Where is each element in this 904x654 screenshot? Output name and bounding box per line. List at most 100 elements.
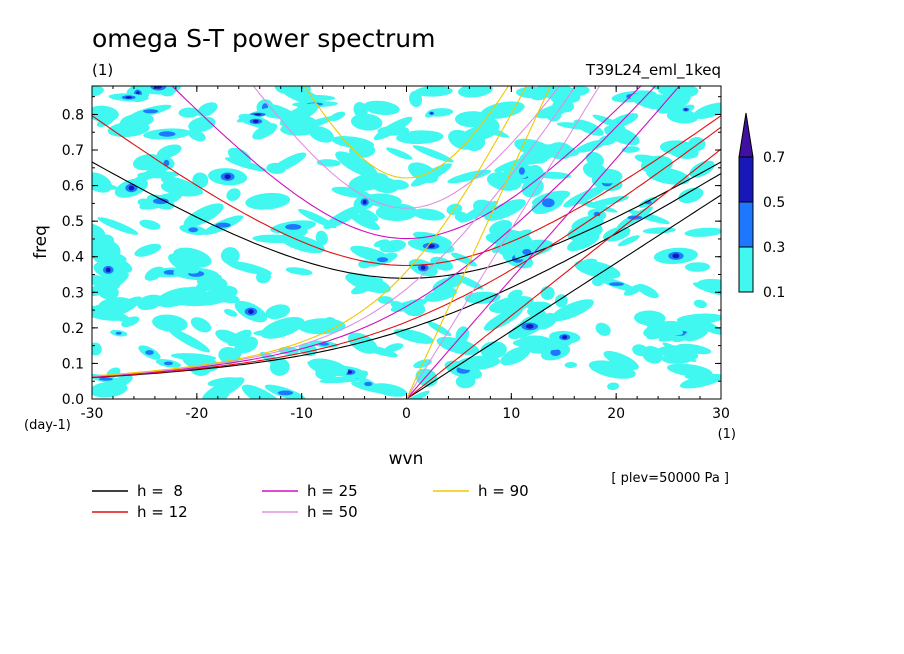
dispersion-curve-mrg	[92, 86, 657, 378]
power-patch-low	[188, 116, 216, 133]
power-patch-high	[125, 96, 132, 99]
power-patch-low	[294, 86, 311, 96]
power-patch-low	[363, 100, 400, 116]
power-patch-mid	[153, 198, 169, 205]
power-patch-low	[168, 328, 210, 353]
power-patch-high	[105, 267, 111, 273]
power-patch-low	[564, 361, 577, 369]
power-patch-low	[521, 178, 544, 198]
power-patch-low	[196, 275, 228, 290]
power-patch-mid	[188, 227, 199, 233]
y-axis-label: freq	[31, 225, 51, 259]
power-patch-low	[207, 377, 240, 387]
power-patch-high	[253, 119, 259, 123]
power-patch-low	[373, 239, 390, 248]
power-patch-low	[412, 145, 454, 163]
x-tick-label: -10	[290, 406, 313, 422]
power-patch-low	[645, 167, 691, 185]
x-axis-label: wvn	[389, 449, 424, 469]
power-patch-low	[463, 133, 486, 152]
power-patch-mid	[285, 224, 302, 230]
power-patch-low	[226, 188, 241, 201]
power-patch-low	[315, 366, 337, 381]
dispersion-curve-kelvin	[406, 194, 721, 399]
power-patch-low	[396, 130, 444, 145]
power-patch-low	[657, 86, 699, 99]
power-patch-low	[345, 273, 391, 294]
power-patch-low	[308, 126, 335, 143]
power-patch-high	[362, 199, 367, 205]
power-patch-low	[595, 322, 611, 336]
y-axis: 0.0 0.1 0.2 0.3 0.4 0.5 0.6 0.7 0.8	[62, 96, 721, 408]
power-patch-low	[689, 160, 715, 178]
power-patch-low	[693, 102, 721, 119]
power-patch-low	[331, 186, 371, 199]
power-patch-mid	[364, 381, 373, 387]
x-axis-unit: (1)	[718, 427, 736, 442]
power-patch-low	[256, 270, 271, 284]
dispersion-curve-kelvin	[406, 86, 681, 399]
power-patch-low	[436, 336, 480, 355]
power-patch-high	[672, 253, 680, 259]
power-patch-mid	[143, 109, 159, 114]
power-patch-low	[666, 363, 713, 377]
power-patch-low	[457, 86, 493, 98]
power-patch-low	[550, 90, 569, 104]
power-patch-low	[279, 103, 320, 127]
power-patch-low	[134, 243, 162, 257]
power-patch-low	[683, 327, 709, 342]
x-tick-label: -20	[185, 406, 208, 422]
dispersion-curve-ig1	[171, 86, 642, 240]
x-tick-label: 20	[607, 406, 625, 422]
power-patch-low	[97, 217, 139, 235]
power-patch-low	[691, 317, 721, 335]
power-patch-low	[585, 151, 604, 167]
power-patch-low	[220, 247, 240, 265]
power-patch-low	[265, 304, 291, 320]
power-patch-high	[154, 86, 162, 89]
power-patch-low	[646, 329, 674, 340]
power-patch-low	[588, 360, 636, 379]
power-patch-high	[224, 174, 231, 180]
power-patch-low	[298, 208, 337, 229]
legend-label: h = 50	[307, 503, 358, 521]
chart-title: omega S-T power spectrum	[92, 24, 436, 53]
power-patch-low	[679, 373, 721, 389]
power-patch-high	[128, 185, 135, 191]
power-patch-low	[173, 247, 212, 268]
pressure-level-note: [ plev=50000 Pa ]	[611, 471, 729, 486]
power-patch-high	[248, 309, 254, 314]
power-patch-low	[607, 382, 620, 391]
power-patch-low	[634, 154, 669, 167]
power-patch-low	[92, 274, 120, 289]
power-patch-low	[187, 129, 206, 142]
colorbar-label: 0.5	[763, 195, 785, 211]
power-patch-low	[464, 111, 500, 132]
power-patch-low	[592, 277, 605, 287]
power-patch-low	[170, 353, 217, 361]
power-patch-low	[183, 203, 224, 228]
power-patch-high	[562, 335, 568, 340]
power-patch-low	[526, 164, 544, 181]
y-tick-label: 0.7	[62, 143, 84, 159]
power-patch-low	[260, 316, 305, 339]
power-patch-low	[307, 360, 325, 369]
power-patch-low	[424, 289, 456, 302]
y-tick-label: 0.8	[62, 107, 84, 123]
power-patch-low	[550, 299, 594, 322]
power-patch-low	[144, 266, 165, 281]
dispersion-curve-kelvin	[406, 86, 601, 399]
x-tick-label: 30	[712, 406, 730, 422]
power-patch-low	[385, 343, 404, 352]
power-patch-mid	[158, 131, 176, 137]
power-patch-low	[322, 317, 337, 330]
power-patch-low	[377, 125, 410, 136]
power-patch-mid	[277, 390, 293, 396]
power-patch-low	[580, 258, 598, 267]
power-patch-low	[156, 144, 182, 159]
dispersion-curve-kelvin	[405, 86, 551, 399]
power-patch-low	[379, 239, 407, 253]
y-tick-label: 0.5	[62, 214, 84, 230]
power-patch-low	[454, 211, 468, 222]
